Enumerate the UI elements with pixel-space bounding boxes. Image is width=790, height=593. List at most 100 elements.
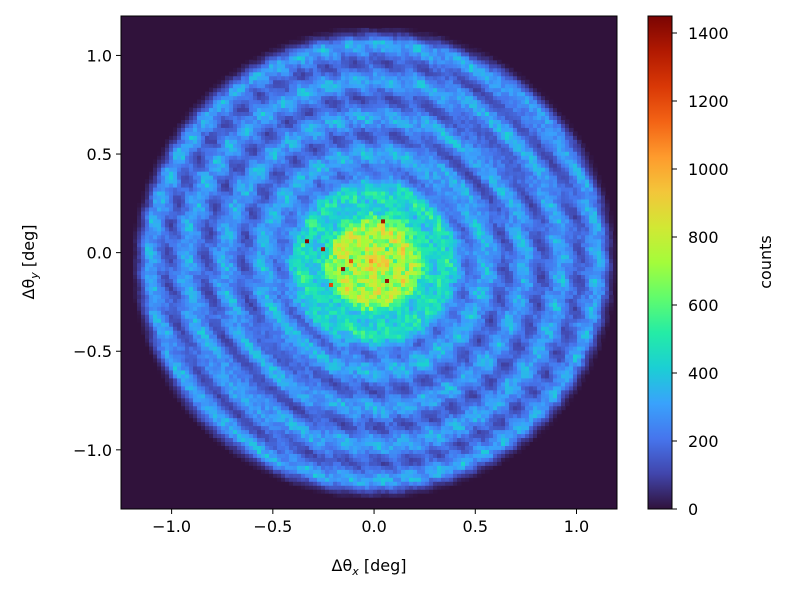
heatmap-cell bbox=[137, 302, 142, 307]
heatmap-cell bbox=[581, 373, 586, 379]
heatmap-cell bbox=[521, 393, 526, 399]
heatmap-cell bbox=[517, 437, 522, 443]
heatmap-cell bbox=[473, 365, 478, 371]
heatmap-cell bbox=[385, 369, 390, 375]
heatmap-cell bbox=[421, 377, 426, 383]
heatmap-cell bbox=[441, 377, 446, 383]
heatmap-cell bbox=[349, 357, 354, 363]
heatmap-cell bbox=[341, 397, 346, 403]
heatmap-cell bbox=[437, 302, 442, 307]
heatmap-cell bbox=[357, 489, 362, 494]
heatmap-cell bbox=[253, 397, 258, 403]
heatmap-cell bbox=[525, 326, 530, 331]
heatmap-cell bbox=[525, 290, 530, 295]
heatmap-cell bbox=[521, 330, 526, 335]
heatmap-cell bbox=[337, 441, 342, 446]
heatmap-cell bbox=[469, 413, 474, 419]
heatmap-cell bbox=[277, 294, 282, 299]
heatmap-cell bbox=[329, 393, 334, 399]
heatmap-cell bbox=[425, 473, 430, 478]
heatmap-cell bbox=[429, 322, 434, 327]
heatmap-cell bbox=[421, 345, 426, 351]
heatmap-cell bbox=[529, 377, 534, 383]
heatmap-cell bbox=[353, 330, 358, 335]
heatmap-cell bbox=[273, 425, 278, 431]
heatmap-cell bbox=[289, 338, 294, 343]
heatmap-cell bbox=[477, 465, 482, 470]
heatmap-cell bbox=[397, 393, 402, 399]
heatmap-cell bbox=[393, 481, 398, 486]
heatmap-cell bbox=[517, 294, 522, 299]
heatmap-cell bbox=[333, 493, 338, 498]
heatmap-cell bbox=[197, 417, 202, 423]
heatmap-cell bbox=[365, 322, 370, 327]
heatmap-cell bbox=[225, 377, 230, 383]
heatmap-cell bbox=[489, 417, 494, 423]
heatmap-cell bbox=[537, 389, 542, 395]
heatmap-cell bbox=[157, 286, 162, 291]
heatmap-cell bbox=[381, 290, 386, 295]
heatmap-cell bbox=[145, 318, 150, 323]
heatmap-cell bbox=[473, 389, 478, 395]
heatmap-cell bbox=[221, 441, 226, 446]
heatmap-cell bbox=[229, 413, 234, 419]
heatmap-cell bbox=[321, 437, 326, 443]
heatmap-cell bbox=[313, 469, 318, 474]
heatmap-cell bbox=[257, 290, 262, 295]
heatmap-cell bbox=[249, 373, 254, 379]
heatmap-cell bbox=[421, 465, 426, 470]
heatmap-cell bbox=[321, 433, 326, 439]
heatmap-cell bbox=[481, 449, 486, 454]
heatmap-cell bbox=[317, 465, 322, 470]
heatmap-cell bbox=[273, 453, 278, 458]
heatmap-cell bbox=[165, 302, 170, 307]
heatmap-cell bbox=[177, 345, 182, 351]
heatmap-cell bbox=[201, 302, 206, 307]
heatmap-cell bbox=[321, 373, 326, 379]
heatmap-cell bbox=[493, 393, 498, 399]
heatmap-cell bbox=[161, 365, 166, 371]
heatmap-cell bbox=[377, 453, 382, 458]
heatmap-cell bbox=[485, 342, 490, 347]
heatmap-cell bbox=[197, 282, 202, 287]
heatmap-cell bbox=[241, 334, 246, 339]
heatmap-cell bbox=[257, 286, 262, 291]
heatmap-cell bbox=[425, 310, 430, 315]
heatmap-cell bbox=[441, 389, 446, 395]
heatmap-cell bbox=[181, 357, 186, 363]
heatmap-cell bbox=[277, 437, 282, 443]
heatmap-cell bbox=[205, 338, 210, 343]
heatmap-cell bbox=[493, 433, 498, 439]
heatmap-cell bbox=[317, 397, 322, 403]
heatmap-cell bbox=[425, 489, 430, 494]
heatmap-cell bbox=[389, 369, 394, 375]
heatmap-cell bbox=[397, 369, 402, 375]
heatmap-cell bbox=[593, 298, 598, 303]
heatmap-cell bbox=[397, 477, 402, 482]
heatmap-cell bbox=[469, 338, 474, 343]
heatmap-cell bbox=[329, 290, 334, 295]
heatmap-cell bbox=[417, 457, 422, 462]
heatmap-cell bbox=[289, 413, 294, 419]
heatmap-cell bbox=[493, 429, 498, 435]
heatmap-cell bbox=[265, 357, 270, 363]
heatmap-cell bbox=[421, 409, 426, 415]
heatmap-cell bbox=[493, 401, 498, 407]
heatmap-cell bbox=[425, 361, 430, 367]
heatmap-cell bbox=[501, 389, 506, 395]
heatmap-cell bbox=[181, 306, 186, 311]
heatmap-cell bbox=[389, 481, 394, 486]
heatmap-cell bbox=[289, 302, 294, 307]
heatmap-cell bbox=[489, 353, 494, 359]
heatmap-cell bbox=[381, 322, 386, 327]
heatmap-cell bbox=[245, 310, 250, 315]
heatmap-cell bbox=[381, 298, 386, 303]
heatmap-cell bbox=[377, 457, 382, 462]
heatmap-cell bbox=[521, 318, 526, 323]
heatmap-cell bbox=[385, 373, 390, 379]
heatmap-cell bbox=[361, 306, 366, 311]
heatmap-cell bbox=[377, 433, 382, 439]
heatmap-cell bbox=[141, 310, 146, 315]
heatmap-cell bbox=[429, 310, 434, 315]
heatmap-cell bbox=[181, 290, 186, 295]
